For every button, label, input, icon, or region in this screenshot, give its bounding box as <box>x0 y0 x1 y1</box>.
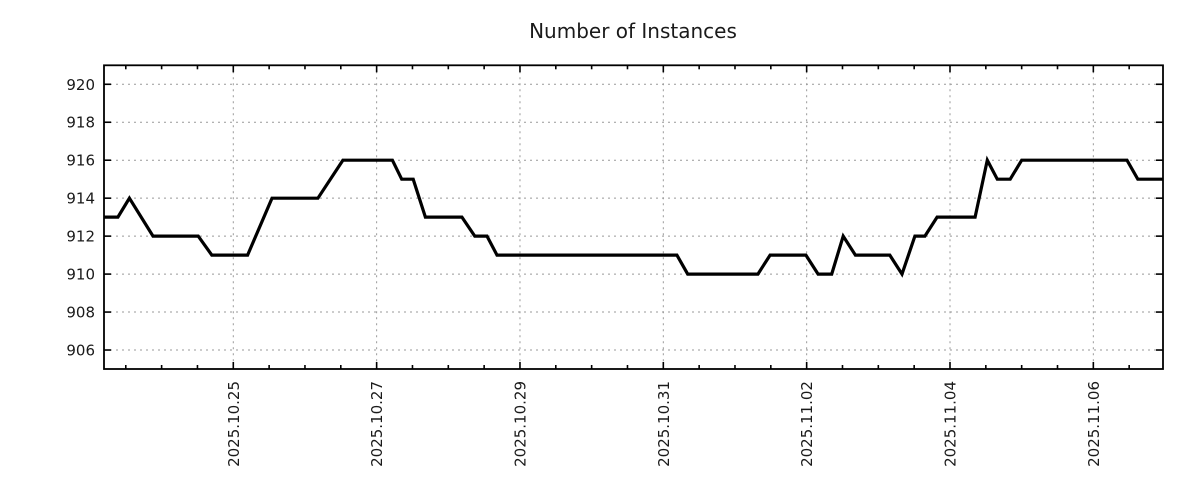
x-tick-label: 2025.11.02 <box>798 381 816 467</box>
chart-title: Number of Instances <box>529 19 737 43</box>
x-tick-label: 2025.10.29 <box>511 381 529 467</box>
y-tick-labels: 906 908 910 912 914 916 918 920 <box>66 76 95 360</box>
y-tick-label: 914 <box>66 190 95 208</box>
x-tick-label: 2025.10.31 <box>655 381 673 467</box>
y-tick-label: 916 <box>66 152 95 170</box>
y-tick-label: 912 <box>66 228 95 246</box>
y-tick-label: 910 <box>66 266 95 284</box>
y-tick-label: 906 <box>66 342 95 360</box>
y-tick-label: 920 <box>66 76 95 94</box>
axis-ticks <box>104 65 1163 369</box>
x-tick-label: 2025.10.25 <box>225 381 243 467</box>
y-tick-label: 908 <box>66 304 95 322</box>
x-tick-labels: 2025.10.25 2025.10.27 2025.10.29 2025.10.31… <box>225 381 1103 467</box>
x-tick-label: 2025.11.04 <box>941 381 959 467</box>
series-polyline <box>104 155 1163 278</box>
x-tick-label: 2025.11.06 <box>1085 381 1103 467</box>
x-tick-label: 2025.10.27 <box>368 381 386 467</box>
plot-border-rect <box>103 64 1164 370</box>
plot-border <box>103 64 1164 370</box>
series-line <box>104 155 1163 278</box>
y-tick-label: 918 <box>66 114 95 132</box>
